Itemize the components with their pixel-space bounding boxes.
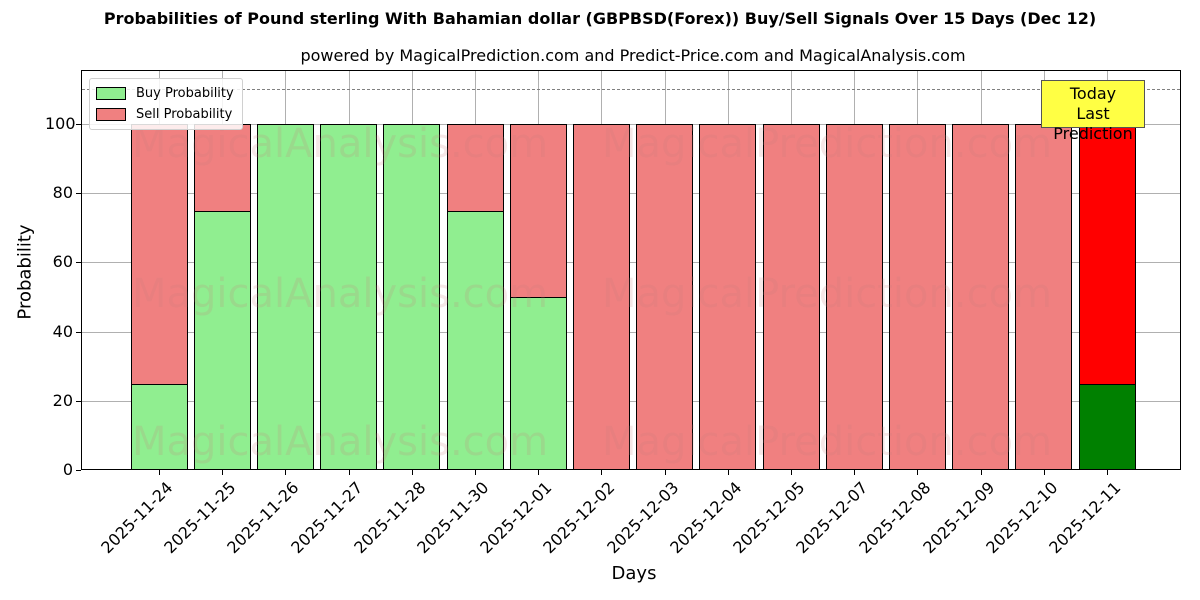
legend-label-sell: Sell Probability	[136, 107, 233, 122]
legend-label-buy: Buy Probability	[136, 86, 234, 101]
bar-buy	[1078, 383, 1136, 469]
legend-swatch-sell	[96, 108, 126, 121]
x-tick-mark	[222, 470, 224, 475]
bar-sell	[130, 124, 188, 385]
legend-item-sell: Sell Probability	[96, 104, 234, 125]
x-tick-mark	[538, 470, 540, 475]
gridline-y	[82, 193, 1180, 195]
x-tick-mark	[285, 470, 287, 475]
bar-buy	[383, 124, 441, 469]
x-tick-mark	[411, 470, 413, 475]
y-tick-label: 60	[52, 252, 73, 272]
x-tick-mark	[854, 470, 856, 475]
bar-buy	[256, 124, 314, 469]
y-tick-label: 0	[62, 460, 73, 479]
bar-buy	[320, 124, 378, 469]
x-axis-label: Days	[611, 563, 657, 584]
gridline-y	[82, 331, 1180, 333]
bar-sell	[572, 124, 630, 469]
chart-subtitle: powered by MagicalPrediction.com and Pre…	[300, 46, 966, 65]
bar-sell	[1015, 124, 1073, 469]
x-tick-mark	[1107, 470, 1108, 475]
x-tick-mark	[475, 470, 476, 475]
x-tick-mark	[917, 470, 919, 475]
chart-title: Probabilities of Pound sterling With Bah…	[103, 9, 1097, 28]
gridline-y	[82, 262, 1180, 264]
y-tick-label: 80	[52, 183, 73, 203]
bar-buy	[509, 297, 567, 469]
bar-buy	[446, 210, 504, 469]
bar-sell	[446, 124, 504, 212]
legend-swatch-buy	[96, 87, 126, 100]
y-tick-mark	[76, 262, 81, 264]
annotation-line-2: Last Prediction	[1053, 104, 1133, 143]
y-tick-label: 40	[52, 321, 73, 341]
x-tick-mark	[1043, 470, 1045, 475]
bar-buy	[130, 383, 188, 469]
y-tick-label: 100	[45, 114, 76, 133]
x-tick-mark	[601, 470, 603, 475]
x-tick-mark	[159, 470, 160, 475]
bar-sell	[509, 124, 567, 298]
bar-sell	[762, 124, 820, 469]
y-tick-mark	[76, 124, 81, 125]
x-tick-mark	[664, 470, 666, 475]
y-tick-label: 20	[52, 390, 73, 410]
bar-sell	[888, 124, 946, 469]
today-annotation: Today Last Prediction	[1041, 80, 1145, 143]
y-tick-mark	[76, 400, 81, 402]
x-tick-mark	[791, 470, 792, 475]
legend-item-buy: Buy Probability	[96, 83, 234, 104]
x-tick-mark	[980, 470, 982, 475]
y-tick-mark	[76, 331, 81, 333]
y-tick-mark	[76, 193, 81, 195]
y-tick-mark	[76, 470, 81, 471]
gridline-y	[82, 124, 1180, 125]
y-axis-label: Probability	[14, 224, 36, 320]
bar-sell	[193, 124, 251, 212]
threshold-line	[82, 89, 1180, 91]
bar-sell	[699, 124, 757, 469]
bar-sell	[952, 124, 1010, 469]
gridline-y	[82, 400, 1180, 402]
annotation-line-1: Today	[1069, 84, 1117, 103]
bar-buy	[193, 210, 251, 469]
plot-area: MagicalAnalysis.comMagicalPrediction.com…	[81, 70, 1181, 470]
legend: Buy Probability Sell Probability	[89, 78, 243, 130]
bar-sell	[825, 124, 883, 469]
bar-sell	[636, 124, 694, 469]
x-tick-mark	[727, 470, 729, 475]
bar-sell	[1078, 124, 1136, 385]
x-tick-mark	[348, 470, 350, 475]
